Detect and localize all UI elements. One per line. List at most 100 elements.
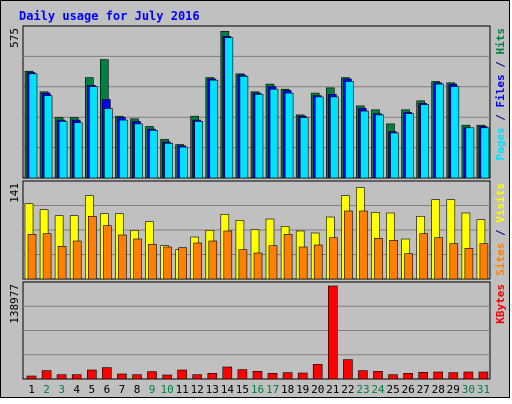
bar-sites-day-28 [434, 237, 444, 280]
panel-max-label: 138977 [8, 284, 21, 324]
bar-pages-day-6 [104, 108, 113, 179]
bar-pages-day-18 [284, 92, 294, 179]
axis-label-part: Hits [494, 28, 507, 55]
bar-kbytes-day-6 [102, 367, 112, 380]
bar-pages-day-19 [299, 117, 309, 179]
axis-label-part: Pages [494, 127, 507, 160]
panel-3: 138977 KBytes [8, 281, 507, 380]
bar-pages-day-4 [73, 122, 83, 179]
series-kbytes [26, 285, 489, 380]
bar-kbytes-day-29 [448, 372, 459, 380]
bar-kbytes-day-24 [373, 370, 383, 380]
x-tick-labels: 1 2 3 4 5 6 7 8 9 10 11 12 13 14 15 16 17 18 19 20 21 22 23 24 2… [28, 383, 490, 396]
bar-pages-day-31 [480, 127, 490, 179]
bar-pages-day-20 [314, 96, 324, 179]
bar-kbytes-day-31 [478, 371, 489, 380]
x-tick-label-day-2: 2 [43, 383, 50, 396]
bar-kbytes-day-3 [56, 374, 67, 380]
bar-kbytes-day-7 [117, 373, 127, 380]
bar-pages-day-10 [164, 143, 173, 179]
bar-sites-day-3 [57, 246, 67, 280]
x-tick-label-day-15: 15 [236, 383, 249, 396]
x-tick-label-day-14: 14 [221, 383, 235, 396]
bar-sites-day-6 [103, 225, 112, 280]
x-tick-label-day-13: 13 [206, 383, 219, 396]
bar-sites-day-17 [268, 245, 278, 280]
bar-pages-day-22 [345, 81, 354, 179]
x-tick-label-day-5: 5 [88, 383, 95, 396]
chart-title: Daily usage for July 2016 [19, 9, 200, 23]
bar-pages-day-28 [435, 83, 445, 179]
x-tick-label-day-20: 20 [311, 383, 324, 396]
bar-sites-day-11 [178, 247, 187, 280]
axis-label-part: / [494, 55, 507, 75]
bar-pages-day-21 [329, 96, 339, 179]
panel-2: 141 Sites / Visits [8, 180, 507, 280]
bar-pages-day-9 [149, 130, 158, 179]
panel-max-label: 141 [8, 183, 21, 203]
x-tick-label-day-25: 25 [386, 383, 399, 396]
bar-sites-day-4 [72, 240, 82, 280]
series-sites [27, 210, 489, 280]
bar-kbytes-day-25 [388, 374, 398, 380]
bar-sites-day-2 [42, 233, 52, 280]
bar-sites-day-15 [238, 249, 248, 280]
axis-label-part: / [494, 108, 507, 128]
bar-sites-day-29 [449, 243, 459, 280]
x-tick-label-day-18: 18 [281, 383, 294, 396]
series-pages [28, 37, 490, 179]
bar-sites-day-21 [328, 237, 338, 280]
x-tick-label-day-9: 9 [149, 383, 156, 396]
bar-pages-day-7 [119, 119, 128, 179]
bar-sites-day-5 [88, 216, 97, 280]
bar-sites-day-14 [223, 230, 233, 280]
bar-kbytes-day-14 [222, 366, 233, 380]
bar-kbytes-day-4 [71, 374, 82, 380]
x-tick-label-day-26: 26 [401, 383, 414, 396]
x-tick-label-day-3: 3 [58, 383, 65, 396]
bar-sites-day-13 [208, 240, 218, 280]
x-tick-label-day-17: 17 [266, 383, 279, 396]
bar-kbytes-day-17 [267, 372, 278, 380]
panel-1: 575 Pages / Files / Hits [8, 25, 507, 179]
bar-pages-day-25 [390, 132, 399, 179]
bar-pages-day-16 [254, 94, 264, 179]
bar-kbytes-day-26 [403, 372, 413, 380]
bar-sites-day-26 [404, 253, 413, 280]
axis-label-part: / [494, 223, 507, 243]
bar-pages-day-24 [375, 114, 384, 179]
x-tick-label-day-28: 28 [432, 383, 445, 396]
x-tick-label-day-11: 11 [176, 383, 189, 396]
bar-pages-day-1 [28, 73, 38, 179]
x-tick-label-day-31: 31 [477, 383, 490, 396]
bar-sites-day-7 [118, 234, 127, 280]
bar-sites-day-20 [313, 244, 323, 280]
bar-kbytes-day-22 [343, 359, 353, 380]
bar-pages-day-30 [465, 127, 475, 179]
x-tick-label-day-24: 24 [371, 383, 385, 396]
bar-kbytes-day-8 [132, 374, 142, 380]
bar-kbytes-day-1 [26, 375, 37, 380]
bar-kbytes-day-28 [433, 371, 444, 380]
bar-kbytes-day-18 [282, 372, 293, 380]
x-tick-label-day-23: 23 [356, 383, 369, 396]
bar-sites-day-30 [464, 248, 474, 280]
bar-pages-day-11 [179, 146, 188, 179]
bar-kbytes-day-2 [41, 370, 52, 380]
bar-pages-day-17 [269, 88, 279, 179]
bar-sites-day-22 [344, 210, 353, 280]
bar-kbytes-day-9 [147, 371, 157, 380]
bar-sites-day-24 [374, 238, 383, 280]
panel-axis-label: KBytes [494, 284, 507, 324]
bar-kbytes-day-20 [312, 363, 323, 380]
bar-kbytes-day-13 [207, 372, 218, 380]
bar-kbytes-day-27 [418, 371, 429, 380]
bar-sites-day-10 [163, 246, 172, 280]
bar-pages-day-26 [405, 113, 414, 179]
bar-sites-day-16 [253, 252, 263, 280]
bar-sites-day-8 [133, 238, 142, 280]
bar-sites-day-1 [27, 234, 37, 280]
bar-sites-day-27 [419, 233, 429, 280]
x-tick-label-day-8: 8 [134, 383, 141, 396]
